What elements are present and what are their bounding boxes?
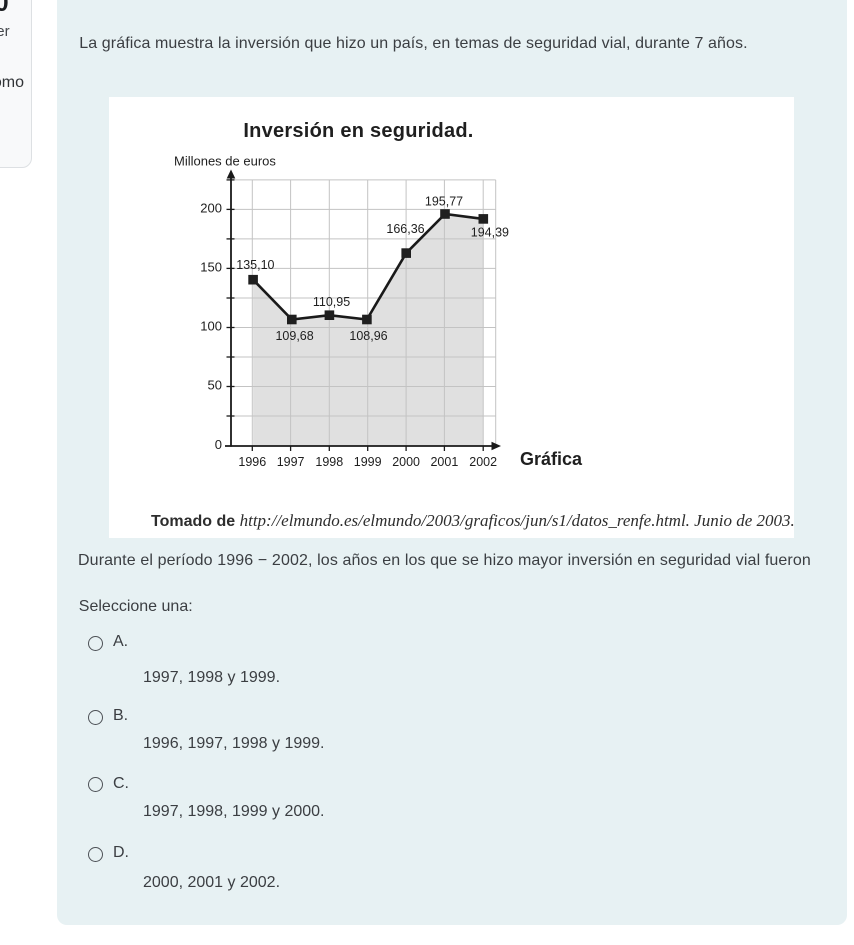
svg-text:1999: 1999 <box>354 455 382 469</box>
svg-text:200: 200 <box>200 201 222 216</box>
svg-text:2002: 2002 <box>469 455 497 469</box>
svg-text:100: 100 <box>200 319 222 334</box>
svg-text:50: 50 <box>208 378 222 393</box>
svg-text:1997: 1997 <box>277 455 305 469</box>
svg-text:150: 150 <box>200 260 222 275</box>
svg-text:Inversión en seguridad.: Inversión en seguridad. <box>243 120 473 142</box>
svg-text:1996: 1996 <box>238 455 266 469</box>
svg-text:0: 0 <box>215 437 222 452</box>
svg-text:Gráfica: Gráfica <box>520 449 583 469</box>
svg-text:166,36: 166,36 <box>386 222 424 236</box>
svg-text:135,10: 135,10 <box>236 258 274 272</box>
svg-text:195,77: 195,77 <box>425 195 463 209</box>
svg-text:108,96: 108,96 <box>349 329 387 343</box>
svg-text:Millones de euros: Millones de euros <box>174 154 276 169</box>
svg-text:109,68: 109,68 <box>275 329 313 343</box>
svg-text:1998: 1998 <box>315 455 343 469</box>
svg-text:110,95: 110,95 <box>313 295 350 309</box>
svg-text:194,39: 194,39 <box>471 226 509 240</box>
svg-text:2001: 2001 <box>430 455 458 469</box>
svg-text:2000: 2000 <box>392 455 420 469</box>
